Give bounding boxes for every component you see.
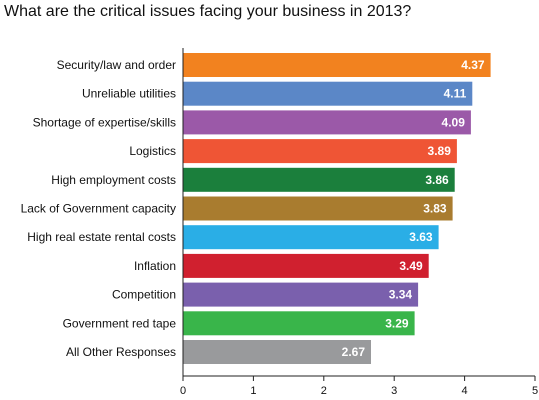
data-label: 3.29	[385, 316, 409, 330]
data-label: 3.89	[428, 144, 452, 158]
category-label: Logistics	[129, 144, 176, 158]
data-label: 4.37	[461, 58, 485, 72]
bars-group: 4.37 4.11 4.09 3.89 3.86 3.83 3.63 3.49 3.34 3.29…	[183, 53, 491, 364]
data-label: 3.63	[409, 230, 433, 244]
x-tick-label: 4	[462, 385, 468, 397]
bar	[183, 139, 457, 164]
bar	[183, 311, 415, 336]
category-label: Government red tape	[63, 316, 177, 330]
category-label: High real estate rental costs	[27, 230, 176, 244]
x-axis: 0 1 2 3 4 5	[180, 48, 538, 397]
category-label: Lack of Government capacity	[21, 202, 176, 216]
bar	[183, 110, 471, 135]
x-tick-label: 3	[391, 385, 397, 397]
bar	[183, 196, 453, 221]
chart-title: What are the critical issues facing your…	[4, 3, 412, 20]
category-label: Unreliable utilities	[82, 87, 176, 101]
category-label: All Other Responses	[66, 345, 176, 359]
x-tick-label: 5	[532, 385, 538, 397]
data-label: 3.86	[425, 173, 449, 187]
data-label: 2.67	[342, 345, 366, 359]
category-label: Shortage of expertise/skills	[33, 115, 176, 129]
category-label: Security/law and order	[57, 58, 176, 72]
data-label: 3.83	[423, 202, 447, 216]
bar	[183, 81, 473, 106]
category-label: Competition	[112, 288, 176, 302]
x-tick-label: 1	[250, 385, 256, 397]
data-label: 3.49	[399, 259, 423, 273]
data-label: 4.09	[442, 115, 466, 129]
x-tick-label: 0	[180, 385, 186, 397]
bar	[183, 282, 419, 307]
bar	[183, 167, 455, 192]
bar	[183, 53, 491, 77]
bar	[183, 225, 439, 250]
category-label: Inflation	[134, 259, 176, 273]
category-labels: Security/law and order Unreliable utiliti…	[21, 58, 177, 359]
data-label: 4.11	[444, 87, 467, 101]
category-label: High employment costs	[51, 173, 176, 187]
bar	[183, 253, 429, 278]
x-tick-label: 2	[321, 385, 327, 397]
bar	[183, 340, 371, 364]
data-label: 3.34	[389, 288, 413, 302]
